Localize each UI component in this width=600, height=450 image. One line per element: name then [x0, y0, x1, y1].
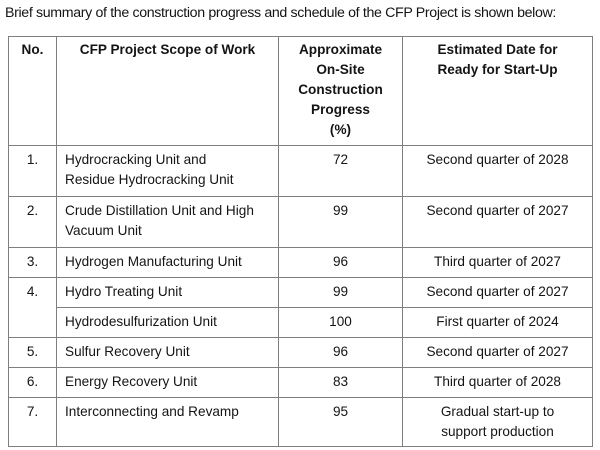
row-date: Gradual start-up to support production	[402, 397, 593, 447]
row-scope: Energy Recovery Unit	[56, 367, 279, 398]
intro-text: Brief summary of the construction progre…	[5, 5, 556, 21]
header-progress-line: (%)	[329, 122, 352, 137]
row-no: 6.	[8, 367, 57, 398]
table-row: 1. Hydrocracking Unit and Residue Hydroc…	[8, 145, 593, 197]
header-progress-line: Approximate	[298, 42, 383, 57]
date-line: support production	[441, 424, 554, 439]
scope-line: Residue Hydrocracking Unit	[65, 172, 234, 187]
header-date: Estimated Date for Ready for Start-Up	[402, 36, 593, 146]
row-date: First quarter of 2024	[402, 307, 593, 338]
row-scope: Crude Distillation Unit and High Vacuum …	[56, 196, 279, 248]
row-no: 1.	[8, 145, 57, 197]
row-date: Second quarter of 2027	[402, 196, 593, 248]
row-progress: 83	[278, 367, 403, 398]
row-date: Second quarter of 2028	[402, 145, 593, 197]
header-date-line: Ready for Start-Up	[437, 62, 558, 77]
row-progress: 96	[278, 337, 403, 368]
row-no: 2.	[8, 196, 57, 248]
row-date: Third quarter of 2028	[402, 367, 593, 398]
table-row: 7. Interconnecting and Revamp 95 Gradual…	[8, 397, 593, 447]
row-date: Third quarter of 2027	[402, 247, 593, 278]
table-row: 3. Hydrogen Manufacturing Unit 96 Third …	[8, 247, 593, 278]
scope-line: Hydrocracking Unit and	[65, 152, 207, 167]
table-row: 4. Hydro Treating Unit 99 Second quarter…	[8, 277, 593, 338]
row-progress: 99	[278, 277, 403, 308]
row-scope: Hydrocracking Unit and Residue Hydrocrac…	[56, 145, 279, 197]
row-scope: Interconnecting and Revamp	[56, 397, 279, 447]
table-row: 2. Crude Distillation Unit and High Vacu…	[8, 196, 593, 248]
row-progress: 100	[278, 307, 403, 338]
table-header-row: No. CFP Project Scope of Work Approximat…	[8, 36, 593, 146]
row-scope: Hydro Treating Unit	[56, 277, 279, 308]
scope-line: Crude Distillation Unit and High	[65, 203, 254, 218]
scope-line: Vacuum Unit	[65, 223, 142, 238]
table-row: 6. Energy Recovery Unit 83 Third quarter…	[8, 367, 593, 398]
table-row: Hydrodesulfurization Unit 100 First quar…	[9, 307, 593, 338]
row-progress: 72	[278, 145, 403, 197]
header-progress: Approximate On-Site Construction Progres…	[278, 36, 403, 146]
row-scope: Hydrogen Manufacturing Unit	[56, 247, 279, 278]
row-no: 4.	[8, 277, 57, 338]
row-progress: 95	[278, 397, 403, 447]
header-progress-line: On-Site	[316, 62, 365, 77]
date-line: Gradual start-up to	[440, 404, 555, 419]
row-no: 7.	[8, 397, 57, 447]
header-progress-line: Progress	[311, 102, 370, 117]
header-progress-line: Construction	[298, 82, 383, 97]
row-date: Second quarter of 2027	[402, 277, 593, 308]
table-row: 5. Sulfur Recovery Unit 96 Second quarte…	[8, 337, 593, 368]
header-date-line: Estimated Date for	[437, 42, 558, 57]
row-progress: 96	[278, 247, 403, 278]
header-scope: CFP Project Scope of Work	[56, 36, 279, 146]
cfp-progress-table: No. CFP Project Scope of Work Approximat…	[8, 36, 593, 447]
row-scope: Hydrodesulfurization Unit	[56, 307, 279, 338]
row-no: 3.	[8, 247, 57, 278]
row-scope: Sulfur Recovery Unit	[56, 337, 279, 368]
row-progress: 99	[278, 196, 403, 248]
header-no: No.	[8, 36, 57, 146]
row-date: Second quarter of 2027	[402, 337, 593, 368]
row-no: 5.	[8, 337, 57, 368]
